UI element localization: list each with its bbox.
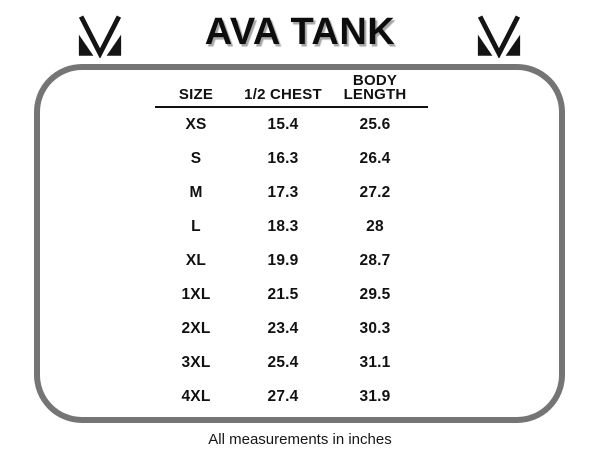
table-row: 4XL 27.4 31.9 [155, 380, 428, 414]
table-row: M 17.3 27.2 [155, 176, 428, 210]
cell-body-length: 29.5 [359, 286, 391, 303]
brand-m-monogram-icon-left [78, 15, 122, 58]
cell-half-chest: 25.4 [267, 354, 299, 371]
size-chart-panel [34, 64, 565, 423]
cell-half-chest: 21.5 [267, 286, 299, 303]
table-row: 2XL 23.4 30.3 [155, 312, 428, 346]
cell-half-chest: 19.9 [267, 252, 299, 269]
brand-m-monogram-icon-right [477, 15, 521, 58]
table-row: L 18.3 28 [155, 210, 428, 244]
cell-size: M [189, 184, 203, 201]
cell-body-length: 30.3 [359, 320, 391, 337]
cell-size: S [190, 150, 202, 167]
table-row: XS 15.4 25.6 [155, 108, 428, 142]
cell-half-chest: 27.4 [267, 388, 299, 405]
table-row: 3XL 25.4 31.1 [155, 346, 428, 380]
table-row: 1XL 21.5 29.5 [155, 278, 428, 312]
cell-body-length: 27.2 [359, 184, 391, 201]
size-table-header-row: SIZE 1/2 CHEST BODY LENGTH [155, 70, 428, 108]
cell-body-length: 28 [366, 218, 384, 235]
cell-half-chest: 17.3 [267, 184, 299, 201]
cell-body-length: 25.6 [359, 116, 391, 133]
cell-size: 3XL [181, 354, 211, 371]
cell-half-chest: 23.4 [267, 320, 299, 337]
cell-size: XS [185, 116, 207, 133]
measurements-note: All measurements in inches [208, 431, 392, 448]
page-title: AVA TANK [204, 11, 396, 53]
size-table-body: XS 15.4 25.6 S 16.3 26.4 M 17.3 27.2 L 1… [155, 108, 428, 414]
cell-half-chest: 16.3 [267, 150, 299, 167]
table-row: XL 19.9 28.7 [155, 244, 428, 278]
cell-body-length: 28.7 [359, 252, 391, 269]
cell-body-length: 26.4 [359, 150, 391, 167]
cell-size: 2XL [181, 320, 211, 337]
cell-half-chest: 15.4 [267, 116, 299, 133]
cell-size: XL [185, 252, 207, 269]
column-header-size: SIZE [178, 86, 214, 103]
cell-size: 1XL [181, 286, 211, 303]
column-header-body-length: BODY LENGTH [343, 72, 407, 103]
cell-half-chest: 18.3 [267, 218, 299, 235]
size-table: SIZE 1/2 CHEST BODY LENGTH XS 15.4 25.6 … [155, 70, 428, 414]
cell-body-length: 31.1 [359, 354, 391, 371]
cell-body-length: 31.9 [359, 388, 391, 405]
cell-size: L [191, 218, 201, 235]
column-header-half-chest: 1/2 CHEST [244, 86, 322, 103]
cell-size: 4XL [181, 388, 211, 405]
table-row: S 16.3 26.4 [155, 142, 428, 176]
